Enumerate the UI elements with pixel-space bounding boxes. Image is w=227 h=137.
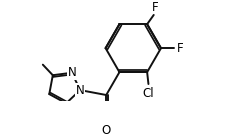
Text: N: N [76,84,84,97]
Text: N: N [67,66,76,79]
Text: F: F [177,42,184,55]
Text: O: O [102,124,111,137]
Text: F: F [152,1,158,14]
Text: Cl: Cl [143,87,154,100]
